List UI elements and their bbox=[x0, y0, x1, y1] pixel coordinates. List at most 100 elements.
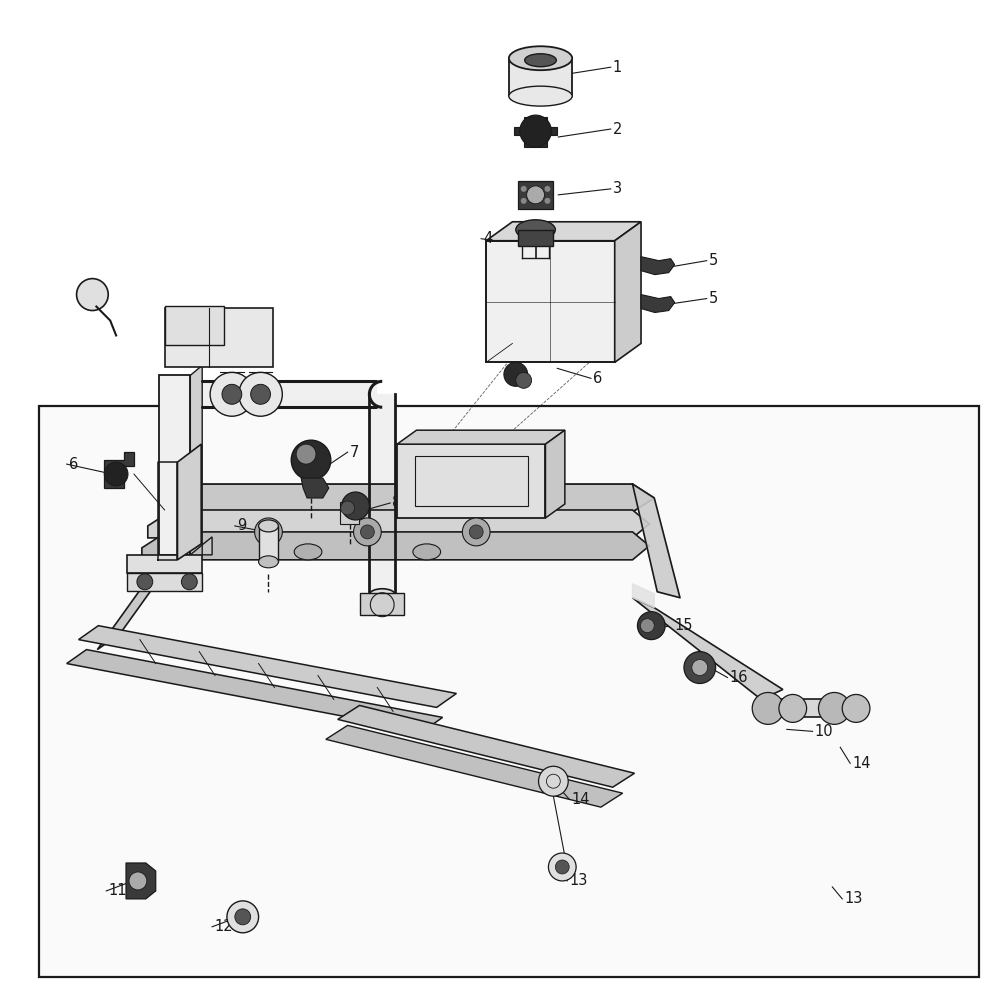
Ellipse shape bbox=[516, 220, 556, 240]
Circle shape bbox=[255, 518, 283, 546]
Circle shape bbox=[683, 652, 715, 683]
Text: 9: 9 bbox=[237, 518, 246, 533]
Polygon shape bbox=[615, 222, 641, 362]
Ellipse shape bbox=[525, 54, 557, 67]
Circle shape bbox=[818, 692, 850, 724]
Ellipse shape bbox=[259, 556, 279, 568]
Ellipse shape bbox=[855, 699, 869, 717]
Circle shape bbox=[129, 872, 147, 890]
Bar bbox=[397, 444, 546, 518]
Circle shape bbox=[779, 694, 806, 722]
Ellipse shape bbox=[756, 699, 770, 717]
Text: 8: 8 bbox=[392, 495, 402, 510]
Circle shape bbox=[76, 279, 108, 311]
Bar bbox=[259, 526, 279, 562]
Bar bbox=[415, 456, 528, 506]
Polygon shape bbox=[641, 257, 675, 275]
Circle shape bbox=[521, 186, 527, 192]
Circle shape bbox=[842, 694, 870, 722]
Text: 10: 10 bbox=[814, 724, 833, 739]
Polygon shape bbox=[126, 863, 156, 899]
Polygon shape bbox=[66, 650, 442, 731]
Circle shape bbox=[222, 384, 242, 404]
Ellipse shape bbox=[509, 46, 572, 70]
Circle shape bbox=[549, 853, 576, 881]
Circle shape bbox=[462, 518, 490, 546]
Polygon shape bbox=[397, 430, 564, 444]
Circle shape bbox=[360, 525, 374, 539]
Polygon shape bbox=[104, 452, 134, 488]
Polygon shape bbox=[337, 705, 635, 787]
Circle shape bbox=[556, 860, 569, 874]
Bar bbox=[127, 573, 202, 591]
Circle shape bbox=[227, 901, 259, 933]
Circle shape bbox=[251, 384, 271, 404]
Circle shape bbox=[641, 619, 655, 633]
Text: 11: 11 bbox=[108, 883, 127, 898]
Ellipse shape bbox=[369, 589, 395, 601]
Text: 14: 14 bbox=[571, 792, 589, 807]
Ellipse shape bbox=[259, 520, 279, 532]
Circle shape bbox=[235, 909, 251, 925]
Circle shape bbox=[262, 525, 276, 539]
Text: 4: 4 bbox=[483, 231, 492, 246]
Circle shape bbox=[297, 444, 316, 464]
Polygon shape bbox=[148, 510, 650, 538]
Circle shape bbox=[752, 692, 784, 724]
Text: 5: 5 bbox=[708, 253, 718, 268]
Circle shape bbox=[520, 115, 552, 147]
Ellipse shape bbox=[509, 86, 572, 106]
Polygon shape bbox=[202, 381, 376, 407]
Bar bbox=[486, 241, 615, 362]
Bar bbox=[518, 181, 554, 209]
Bar bbox=[509, 58, 572, 96]
Circle shape bbox=[521, 198, 527, 204]
Polygon shape bbox=[514, 117, 558, 147]
Bar bbox=[159, 375, 190, 555]
Circle shape bbox=[341, 492, 369, 520]
Text: 13: 13 bbox=[569, 873, 587, 888]
Circle shape bbox=[469, 525, 483, 539]
Polygon shape bbox=[142, 532, 650, 560]
Ellipse shape bbox=[413, 544, 440, 560]
Polygon shape bbox=[190, 365, 202, 555]
Polygon shape bbox=[178, 444, 201, 560]
Bar bbox=[360, 593, 404, 615]
Text: 2: 2 bbox=[613, 122, 622, 137]
Text: 6: 6 bbox=[68, 457, 78, 472]
Polygon shape bbox=[325, 725, 623, 807]
Bar bbox=[39, 406, 979, 977]
Circle shape bbox=[353, 518, 381, 546]
Circle shape bbox=[292, 440, 330, 480]
Circle shape bbox=[340, 501, 354, 515]
Circle shape bbox=[638, 612, 666, 640]
Polygon shape bbox=[302, 478, 328, 498]
Text: 3: 3 bbox=[613, 181, 622, 196]
Circle shape bbox=[516, 372, 532, 388]
Bar bbox=[763, 699, 862, 717]
Ellipse shape bbox=[295, 544, 321, 560]
Bar bbox=[339, 502, 359, 524]
Circle shape bbox=[539, 766, 568, 796]
Circle shape bbox=[182, 574, 197, 590]
Polygon shape bbox=[97, 544, 185, 650]
Bar bbox=[165, 308, 274, 367]
Text: 16: 16 bbox=[729, 670, 748, 685]
Polygon shape bbox=[633, 598, 783, 699]
Text: 12: 12 bbox=[214, 919, 233, 934]
Circle shape bbox=[527, 186, 545, 204]
Text: 14: 14 bbox=[852, 756, 871, 771]
Circle shape bbox=[545, 198, 551, 204]
Text: 15: 15 bbox=[674, 618, 692, 633]
Bar bbox=[518, 230, 554, 246]
Polygon shape bbox=[641, 295, 675, 313]
Polygon shape bbox=[202, 537, 212, 555]
Text: 5: 5 bbox=[708, 291, 718, 306]
Bar bbox=[127, 555, 202, 573]
Text: 13: 13 bbox=[844, 891, 863, 906]
Polygon shape bbox=[78, 626, 456, 707]
Polygon shape bbox=[486, 222, 641, 241]
Text: 6: 6 bbox=[593, 371, 602, 386]
Circle shape bbox=[691, 660, 707, 676]
Circle shape bbox=[504, 362, 528, 386]
